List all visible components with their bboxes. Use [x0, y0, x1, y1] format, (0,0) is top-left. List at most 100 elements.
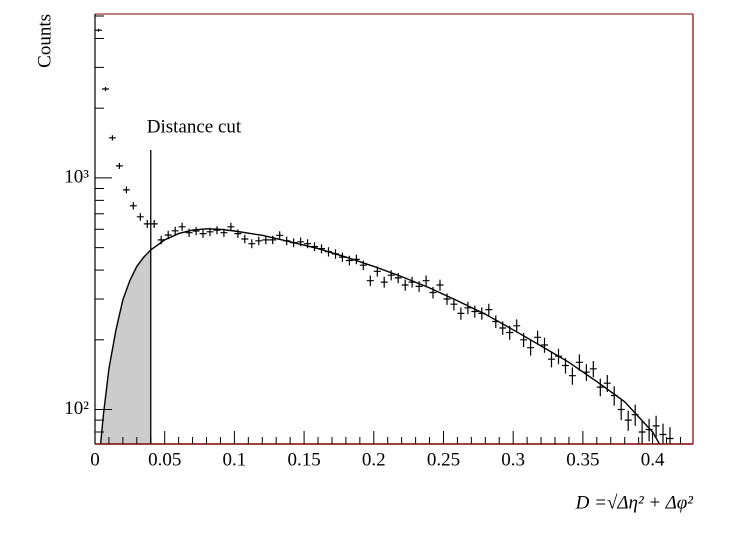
- data-point: [262, 235, 270, 245]
- data-point: [185, 228, 193, 237]
- data-point: [213, 226, 221, 235]
- data-point: [283, 236, 291, 246]
- data-point: [227, 222, 235, 231]
- data-point: [548, 351, 555, 368]
- data-point: [199, 229, 207, 238]
- data-point: [359, 260, 367, 271]
- data-point: [513, 319, 521, 333]
- data-point: [429, 287, 437, 299]
- x-tick-label: 0.25: [427, 449, 460, 470]
- x-axis-label: D =√Δη² + Δφ²: [575, 492, 694, 513]
- data-point: [192, 227, 200, 236]
- data-point: [408, 276, 416, 288]
- y-tick-label: 10³: [64, 166, 89, 187]
- data-point: [311, 242, 318, 252]
- data-point: [394, 272, 402, 284]
- data-point: [464, 301, 472, 315]
- data-point: [415, 281, 423, 292]
- data-point: [129, 202, 137, 210]
- data-point: [422, 275, 430, 287]
- data-point: [506, 325, 514, 340]
- data-point: [666, 427, 674, 444]
- data-point: [603, 375, 611, 392]
- data-point: [589, 361, 597, 378]
- data-point: [499, 321, 507, 335]
- data-point: [157, 235, 165, 245]
- x-tick-label: 0.35: [566, 449, 599, 470]
- data-point: [373, 266, 381, 277]
- data-point: [290, 238, 298, 248]
- data-point: [380, 276, 388, 288]
- data-point: [631, 404, 639, 426]
- data-point: [596, 378, 604, 397]
- plot-area: [95, 28, 674, 444]
- data-point: [610, 386, 618, 406]
- fit-curve: [99, 228, 661, 444]
- data-point: [541, 337, 548, 353]
- data-point: [325, 247, 332, 257]
- data-point: [436, 279, 444, 291]
- data-point: [297, 237, 305, 247]
- data-point: [164, 230, 172, 240]
- y-axis-label: Counts: [34, 14, 55, 68]
- data-point: [527, 340, 535, 356]
- data-point: [248, 239, 256, 249]
- x-tick-label: 0.1: [223, 449, 247, 470]
- data-point: [534, 330, 542, 345]
- data-point: [575, 354, 583, 371]
- data-point: [304, 239, 312, 249]
- data-point: [520, 333, 528, 348]
- data-point: [457, 307, 465, 320]
- data-point: [150, 220, 158, 228]
- data-point: [555, 348, 562, 365]
- data-point: [115, 162, 123, 169]
- data-point: [102, 87, 109, 92]
- cut-label: Distance cut: [147, 116, 242, 137]
- data-point: [485, 303, 493, 316]
- data-point: [638, 421, 646, 444]
- data-point: [401, 279, 409, 291]
- data-point: [652, 415, 660, 438]
- data-point: [345, 255, 353, 266]
- data-point: [332, 249, 339, 259]
- data-point: [450, 298, 458, 311]
- data-point: [492, 315, 500, 328]
- data-point: [171, 226, 179, 235]
- data-point: [220, 228, 228, 237]
- data-point: [443, 293, 451, 305]
- cut-shade: [100, 249, 151, 444]
- data-point: [178, 222, 186, 231]
- data-point: [108, 135, 116, 141]
- data-point: [338, 252, 346, 262]
- data-point: [582, 364, 590, 381]
- x-tick-label: 0.3: [501, 449, 525, 470]
- data-point: [136, 213, 144, 221]
- data-point: [617, 400, 625, 421]
- data-point: [471, 305, 479, 318]
- data-point: [143, 220, 151, 228]
- data-point: [478, 307, 486, 320]
- data-point: [659, 423, 667, 444]
- data-point: [645, 419, 653, 442]
- x-tick-label: 0.2: [362, 449, 386, 470]
- x-tick-label: 0.15: [287, 449, 320, 470]
- x-tick-label: 0: [90, 449, 100, 470]
- data-point: [366, 275, 374, 287]
- data-point: [568, 367, 576, 385]
- data-point: [122, 186, 130, 194]
- y-tick-label: 10²: [64, 398, 89, 419]
- data-point: [276, 231, 284, 240]
- x-tick-label: 0.4: [641, 449, 665, 470]
- x-tick-label: 0.05: [148, 449, 181, 470]
- data-point: [255, 236, 263, 246]
- data-point: [562, 358, 569, 374]
- data-point: [269, 235, 277, 245]
- data-point: [352, 254, 360, 265]
- data-point: [387, 270, 395, 281]
- axes: Distance cut 0 0.05 0.1 0.15 0.2 0.25 0.3 0.35 0.…: [64, 13, 694, 470]
- data-point: [206, 227, 214, 237]
- data-point: [95, 28, 102, 32]
- data-point: [624, 410, 632, 431]
